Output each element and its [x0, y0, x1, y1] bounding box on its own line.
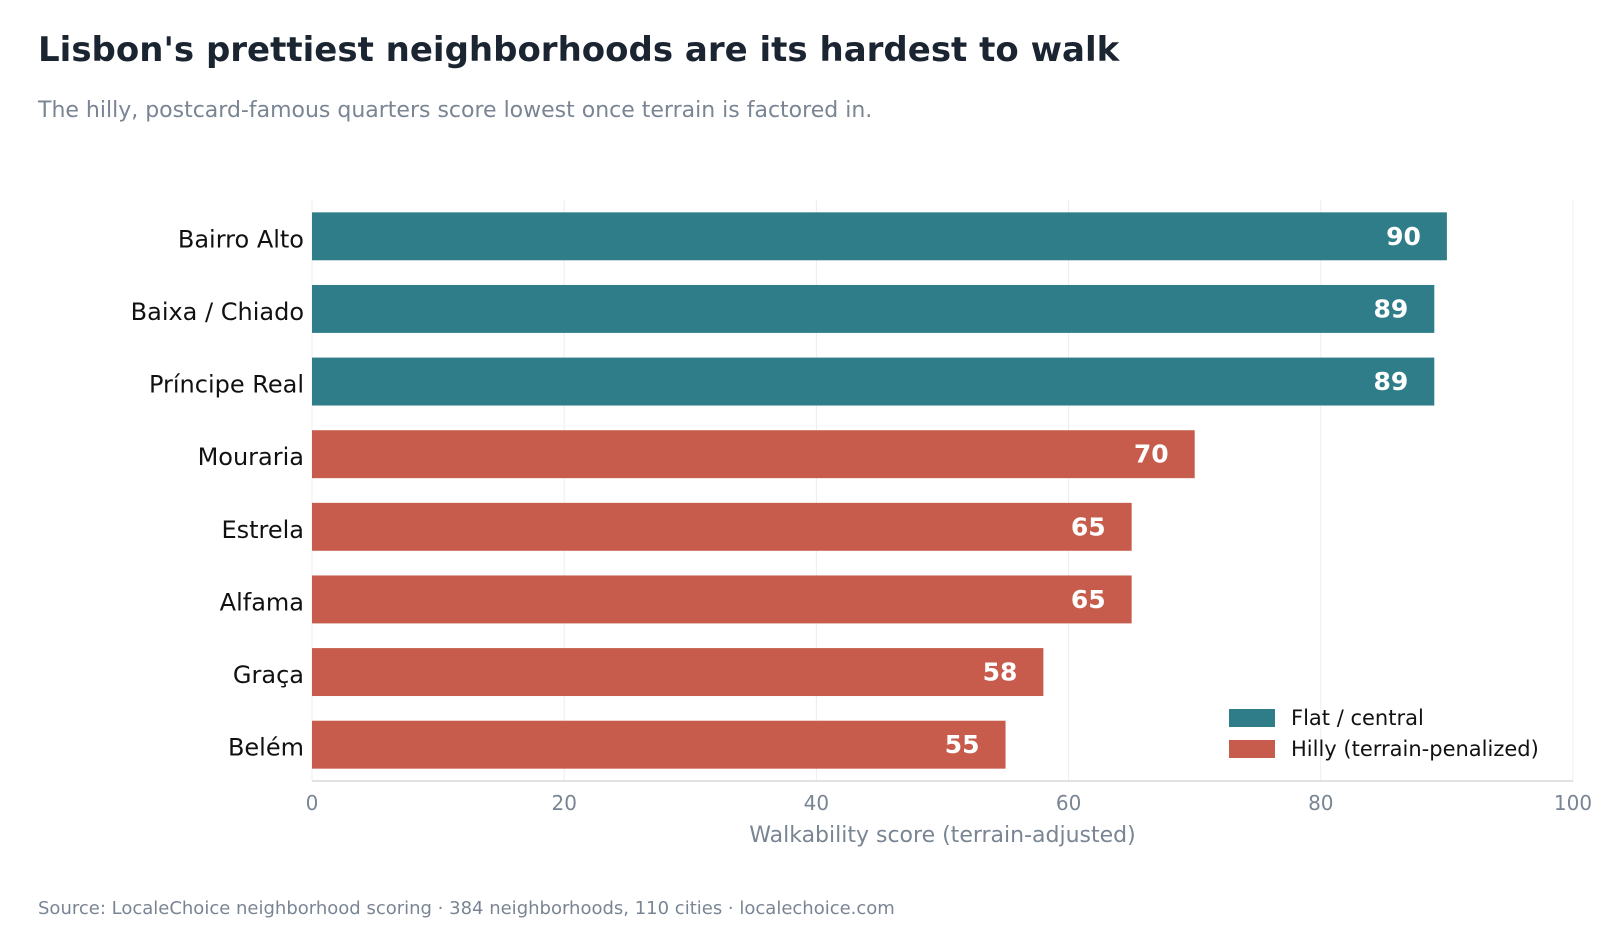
bar-value-label: 55 — [945, 730, 980, 759]
category-label: Mouraria — [198, 443, 304, 471]
category-label: Bairro Alto — [178, 225, 304, 253]
chart-subtitle: The hilly, postcard-famous quarters scor… — [38, 98, 873, 123]
bar-value-label: 89 — [1373, 294, 1408, 323]
bar-value-label: 70 — [1134, 440, 1169, 469]
category-label: Alfama — [220, 588, 304, 616]
category-label: Graça — [233, 661, 304, 689]
bar-value-label: 65 — [1071, 512, 1106, 541]
bar-value-label: 89 — [1373, 367, 1408, 396]
bar — [312, 648, 1044, 697]
bar — [312, 575, 1132, 624]
legend-swatch — [1229, 709, 1275, 727]
x-tick-label: 60 — [1056, 791, 1081, 815]
bar — [312, 430, 1195, 479]
x-axis-label: Walkability score (terrain-adjusted) — [749, 823, 1135, 848]
category-label: Príncipe Real — [149, 371, 304, 399]
bar — [312, 502, 1132, 551]
bar-value-label: 90 — [1386, 222, 1421, 251]
bar — [312, 284, 1435, 333]
category-label: Belém — [228, 734, 304, 762]
bar-value-label: 65 — [1071, 585, 1106, 614]
bar — [312, 212, 1447, 261]
x-tick-label: 80 — [1308, 791, 1333, 815]
legend-swatch — [1229, 740, 1275, 758]
legend-label: Hilly (terrain-penalized) — [1291, 737, 1539, 761]
bar — [312, 357, 1435, 406]
bars: 90 Bairro Alto 89 Baixa / Chiado 89 Príncipe … — [131, 212, 1447, 769]
x-axis: 0 20 40 60 80 100 Walkability score (terrain-a… — [306, 780, 1592, 848]
bar-value-label: 58 — [983, 658, 1018, 687]
legend-label: Flat / central — [1291, 706, 1424, 730]
x-tick-label: 40 — [804, 791, 829, 815]
x-tick-label: 20 — [551, 791, 576, 815]
category-label: Baixa / Chiado — [131, 298, 304, 326]
source-note: Source: LocaleChoice neighborhood scorin… — [38, 898, 895, 919]
legend: Flat / central Hilly (terrain-penalized) — [1229, 706, 1539, 761]
x-tick-label: 0 — [306, 791, 319, 815]
chart-title: Lisbon's prettiest neighborhoods are its… — [38, 30, 1120, 70]
bar — [312, 720, 1006, 769]
category-label: Estrela — [221, 516, 304, 544]
x-tick-label: 100 — [1554, 791, 1592, 815]
